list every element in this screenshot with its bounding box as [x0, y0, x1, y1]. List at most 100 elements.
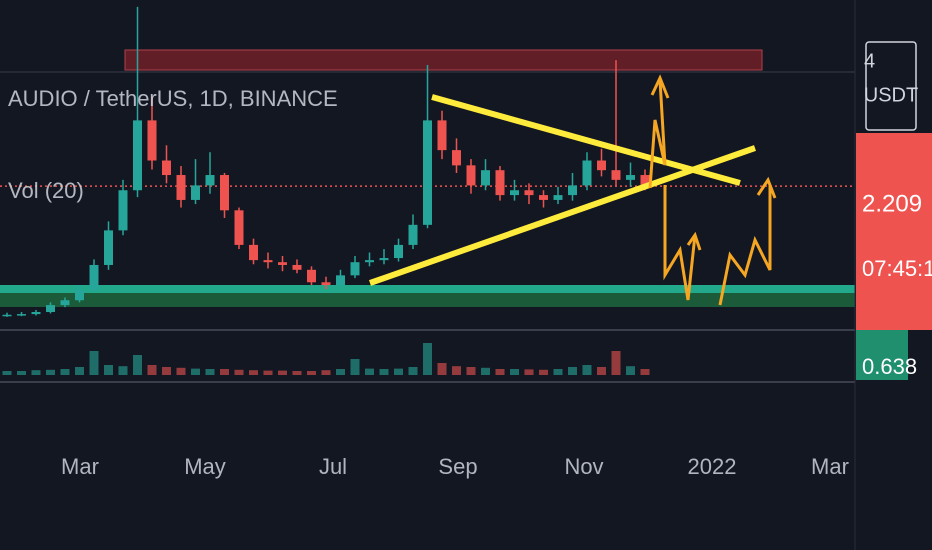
x-tick-label: Mar: [61, 454, 99, 479]
volume-bar: [539, 369, 548, 375]
volume-bar: [321, 370, 331, 375]
volume-bar: [408, 367, 418, 375]
volume-bar: [278, 370, 287, 375]
candle-body: [437, 120, 447, 151]
volume-bar: [162, 367, 171, 375]
last-price-label: 2.209: [862, 190, 922, 217]
candle-body: [582, 160, 592, 186]
candle-body: [466, 165, 476, 186]
volume-bar: [17, 371, 26, 375]
arrow-path: [648, 79, 667, 189]
volume-bar: [379, 369, 389, 375]
candle-body: [2, 314, 12, 317]
volume-bar: [31, 370, 41, 375]
volume-bar: [350, 359, 360, 375]
candle-body: [408, 224, 418, 245]
volume-bar: [104, 365, 113, 375]
candle-body: [278, 262, 287, 265]
x-tick-label: May: [184, 454, 226, 479]
volume-bar: [524, 369, 534, 375]
candle-body: [350, 262, 360, 276]
candle-body: [176, 175, 186, 200]
candle-body: [481, 170, 490, 186]
volume-bar: [437, 363, 447, 375]
candle-body: [640, 175, 650, 187]
candle-body: [263, 260, 273, 263]
candle-body: [162, 160, 171, 176]
support-price-label: 0.638: [862, 354, 917, 379]
candle-body: [249, 244, 258, 261]
candle-body: [597, 160, 606, 171]
candle-body: [205, 175, 215, 186]
candle-body: [423, 120, 432, 225]
arrow-head: [650, 74, 670, 99]
x-tick-label: Mar: [811, 454, 849, 479]
candle-body: [568, 185, 577, 196]
candle-body: [524, 190, 534, 196]
volume-bar: [147, 365, 157, 375]
volume-bar: [611, 351, 621, 375]
last-price-box: [856, 133, 932, 330]
volume-bar: [466, 367, 476, 375]
candle-body: [626, 175, 635, 180]
volume-bar: [133, 355, 142, 375]
candle-body: [17, 314, 26, 316]
volume-bar: [640, 369, 650, 375]
candle-body: [394, 244, 403, 259]
volume-label: Vol (20): [8, 178, 84, 203]
volume-bar: [205, 369, 215, 375]
x-tick-label: 2022: [688, 454, 737, 479]
candle-body: [89, 264, 99, 290]
volume-bar: [597, 367, 606, 375]
resistance-zone: [124, 49, 763, 71]
price-top-label: 4: [864, 50, 875, 72]
candle-body: [147, 120, 157, 161]
currency-box: [865, 41, 917, 131]
volume-bar: [292, 371, 302, 375]
candle-body: [452, 150, 461, 166]
support-price-box: [856, 330, 908, 380]
x-tick-label: Nov: [564, 454, 603, 479]
x-tick-label: Jul: [319, 454, 347, 479]
candle-body: [60, 300, 70, 306]
trend-line: [369, 145, 756, 286]
volume-bar: [423, 343, 432, 375]
candle-body: [292, 264, 302, 270]
arrow-path: [718, 185, 772, 306]
symbol-title: AUDIO / TetherUS, 1D, BINANCE: [8, 86, 338, 111]
candle-body: [510, 190, 519, 196]
volume-bar: [452, 366, 461, 375]
candle-body: [118, 190, 128, 231]
currency-label: USDT: [864, 84, 918, 106]
volume-bar: [394, 368, 403, 375]
volume-bar: [582, 365, 592, 375]
candle-body: [104, 230, 113, 265]
volume-bar: [89, 351, 99, 375]
candle-body: [379, 258, 389, 261]
candle-body: [31, 312, 41, 315]
candle-body: [46, 305, 55, 313]
volume-bar: [553, 369, 563, 375]
countdown-label: 07:45:12: [862, 256, 932, 281]
volume-bar: [263, 370, 273, 375]
volume-bar: [365, 368, 374, 375]
candle-body: [611, 170, 621, 180]
candle-body: [321, 282, 331, 286]
volume-bar: [118, 366, 128, 375]
candle-body: [495, 170, 505, 196]
volume-bar: [2, 371, 12, 375]
volume-bar: [481, 367, 490, 375]
candle-body: [234, 210, 244, 245]
volume-bar: [307, 371, 316, 375]
volume-bar: [220, 369, 229, 375]
candle-body: [133, 120, 142, 191]
volume-bar: [234, 369, 244, 375]
candle-body: [553, 195, 563, 200]
volume-bar: [510, 369, 519, 375]
candle-body: [539, 195, 548, 200]
candle-body: [365, 260, 374, 263]
arrow-head: [756, 176, 777, 199]
volume-bar: [626, 366, 635, 375]
arrow-drawings: [648, 74, 777, 306]
